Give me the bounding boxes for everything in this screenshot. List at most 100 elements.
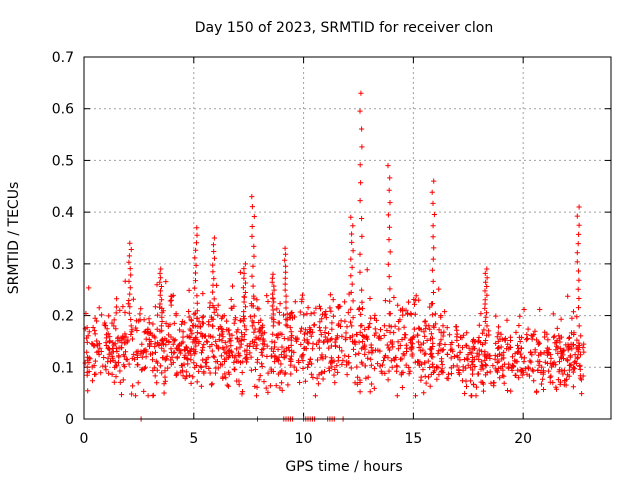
data-point [359,215,365,222]
data-point [386,274,392,280]
data-point [296,359,302,366]
data-point [430,278,436,284]
data-point [283,305,289,311]
data-point [319,352,325,358]
data-point [221,346,227,352]
data-point [315,381,321,387]
data-point [334,333,340,339]
data-point [484,266,490,272]
data-point [132,356,138,362]
data-point [368,345,374,351]
data-point [250,303,256,309]
data-point [103,367,109,373]
data-point [171,338,178,344]
data-point [394,364,400,370]
data-point [382,353,389,359]
data-point [213,365,219,371]
data-point [462,390,468,397]
data-point [114,296,120,302]
data-point [356,305,363,311]
data-point [224,344,230,350]
data-point [226,347,232,353]
data-point [129,391,135,397]
data-point [566,334,573,340]
data-point [237,353,243,359]
data-point [247,350,253,356]
data-point [564,376,570,382]
data-point [134,352,140,358]
data-point [365,355,371,361]
data-point [394,368,400,374]
data-point [198,363,204,369]
data-point [185,356,191,362]
data-point [242,289,248,296]
data-point [368,315,374,321]
data-point [409,341,416,347]
data-point [133,349,139,355]
data-point [412,393,419,399]
data-point [288,310,294,316]
data-point [418,348,424,354]
data-point [211,309,217,315]
data-point [519,354,525,360]
data-point [342,318,348,324]
data-point [288,371,294,377]
data-point [215,346,221,352]
data-point [216,337,222,343]
data-point [272,359,278,365]
data-point [235,358,241,364]
data-point [405,299,412,305]
data-point [228,343,234,349]
data-point [415,339,421,345]
data-point [196,338,202,345]
data-point [567,362,573,369]
data-point [278,361,284,367]
data-point [435,350,441,356]
data-point [224,318,230,324]
data-point [133,393,139,399]
data-point [576,344,582,350]
data-point [450,363,456,369]
data-point [161,390,167,396]
data-point [194,330,200,336]
data-point [475,339,481,345]
data-point [348,289,354,296]
data-point [532,328,538,334]
data-point [570,309,577,315]
data-point [152,304,158,310]
data-point [359,299,365,305]
data-point [151,365,157,371]
data-point [200,345,206,351]
data-point [283,299,289,305]
data-point [97,345,103,351]
data-point [548,355,554,361]
data-point [438,312,444,319]
data-point [188,380,194,386]
data-point [252,383,258,389]
data-point [231,303,237,309]
data-point [392,357,398,363]
data-point [124,339,130,345]
data-point [372,312,378,318]
data-point [117,307,123,313]
data-point [482,270,488,276]
data-point [453,324,459,330]
y-tick-label: 0.2 [52,309,74,325]
data-point [482,305,488,311]
data-point [130,296,136,302]
data-point [137,311,143,317]
data-point [323,325,329,331]
data-point [343,330,349,336]
data-point [283,346,289,352]
data-point [451,353,457,360]
data-point [300,365,306,372]
data-point [215,302,221,308]
data-point [389,341,395,347]
data-point [429,301,436,307]
data-point [400,369,406,375]
data-point [365,374,371,380]
data-point [139,367,145,373]
data-point [523,337,529,343]
data-point [556,359,563,365]
data-point [168,361,174,367]
